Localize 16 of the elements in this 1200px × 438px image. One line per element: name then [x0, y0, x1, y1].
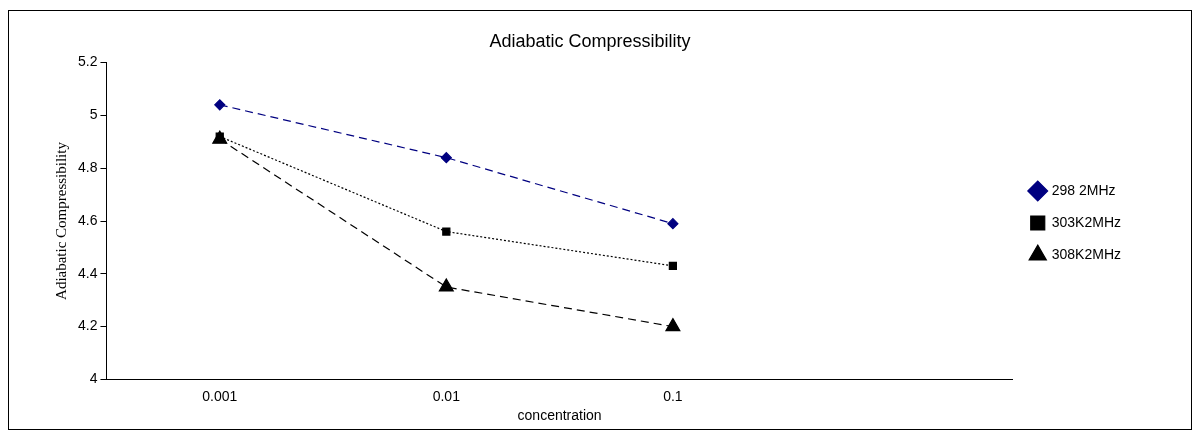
chart-title: Adiabatic Compressibility	[489, 30, 691, 51]
y-tick-label: 4.8	[77, 159, 98, 176]
y-tick-label: 5	[89, 106, 98, 123]
legend-label: 298 2MHz	[1051, 181, 1116, 198]
y-tick-label: 4.4	[77, 264, 98, 281]
x-tick-label: 0.1	[663, 387, 683, 404]
y-tick-label: 5.2	[77, 53, 98, 70]
y-tick-label: 4.2	[77, 317, 98, 334]
y-tick-label: 4	[89, 370, 98, 387]
x-tick-label: 0.01	[432, 387, 461, 404]
x-axis-title: concentration	[517, 407, 602, 424]
y-tick-label: 4.6	[77, 211, 98, 228]
legend-label: 303K2MHz	[1051, 213, 1122, 230]
legend-label: 308K2MHz	[1051, 245, 1122, 262]
x-tick-label: 0.001	[202, 387, 238, 404]
y-axis-title: Adiabatic Compressibility	[52, 141, 69, 300]
